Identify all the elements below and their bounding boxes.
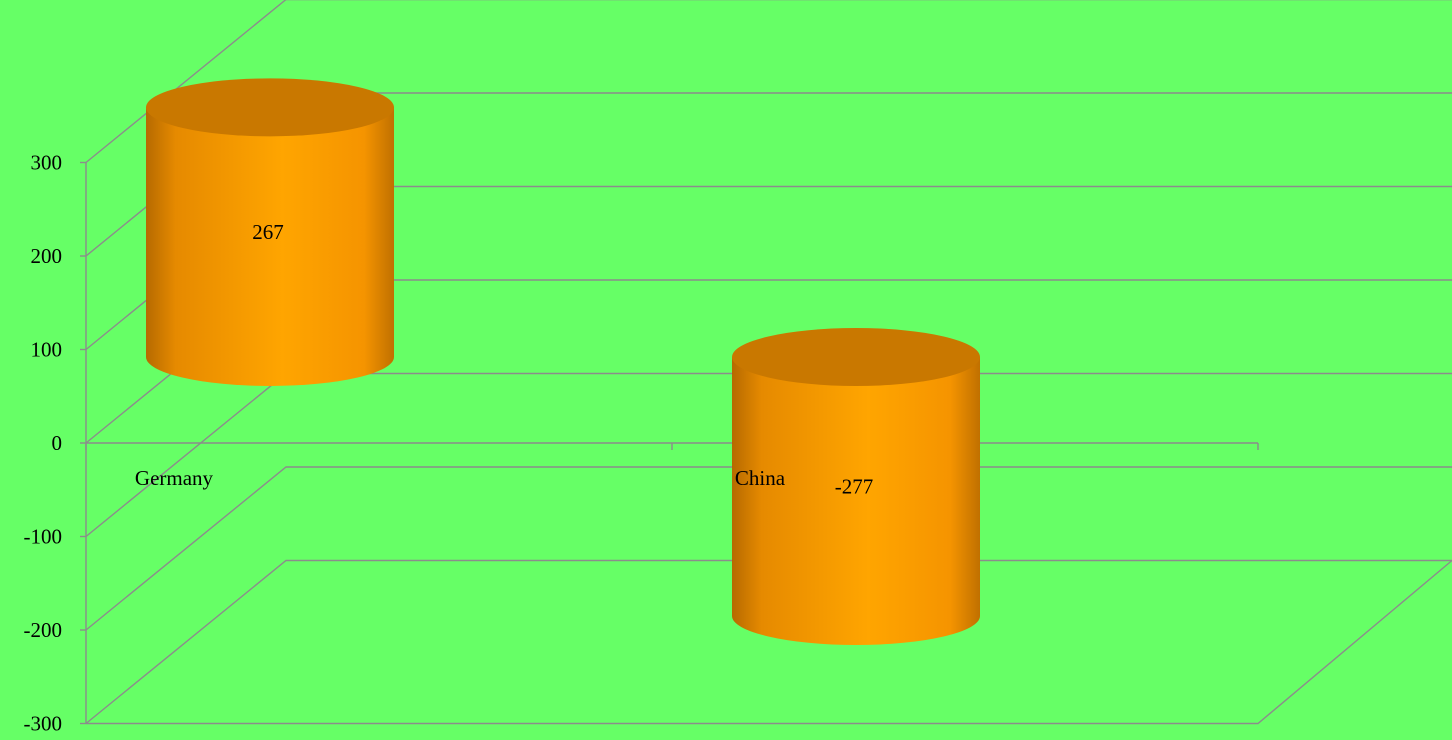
bar-body	[732, 357, 980, 645]
axes	[80, 161, 1259, 725]
bar-body	[146, 107, 394, 386]
bar-top	[732, 328, 980, 386]
labels: 300 200 100 0 -100 -200 -300 Germany China 267 -27…	[24, 151, 874, 736]
y-tick-label: -200	[24, 618, 63, 642]
gridline	[85, 466, 1452, 631]
bar	[732, 328, 980, 645]
gridline	[85, 559, 1452, 725]
bars	[146, 78, 980, 645]
y-tick-label: 300	[31, 151, 63, 175]
data-label: 267	[252, 220, 284, 244]
x-tick-label: China	[735, 466, 786, 490]
data-label: -277	[835, 474, 874, 498]
bar	[146, 78, 394, 386]
x-tick-label: Germany	[135, 466, 214, 490]
y-tick-label: 100	[31, 338, 63, 362]
y-tick-label: 200	[31, 244, 63, 268]
y-tick-label: -100	[24, 525, 63, 549]
floor-edge	[86, 559, 1452, 725]
y-tick-label: -300	[24, 712, 63, 736]
bar-top	[146, 78, 394, 137]
y-tick-label: 0	[52, 431, 63, 455]
